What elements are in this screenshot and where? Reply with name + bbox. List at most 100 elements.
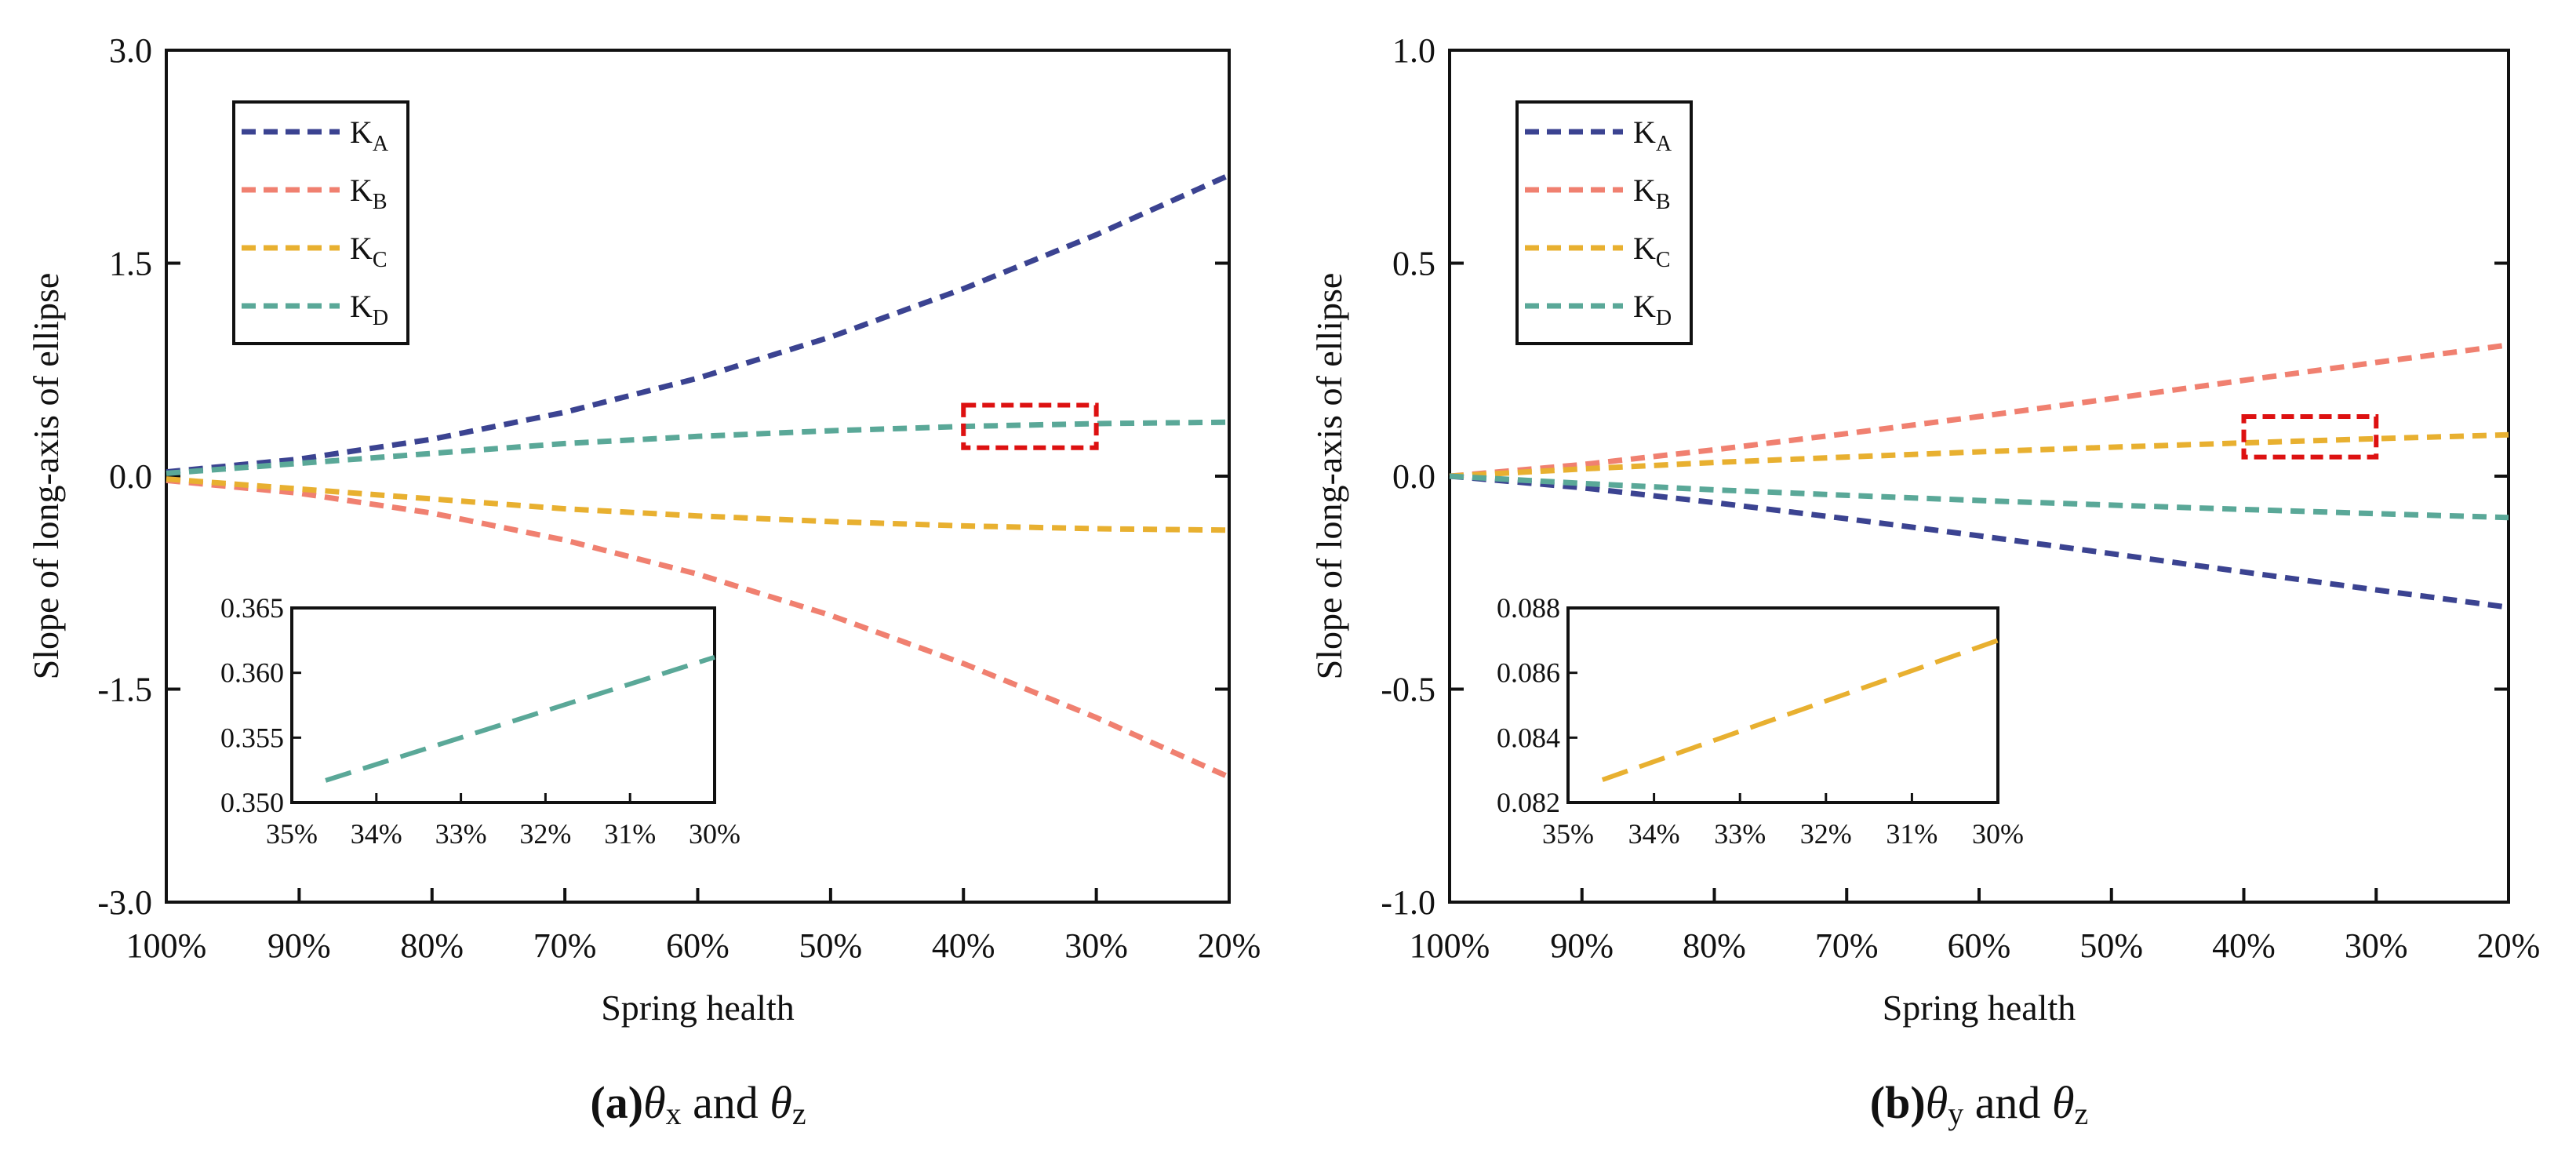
inset-x-tick-label: 31% (604, 818, 656, 850)
legend-label-sub: D (373, 306, 388, 330)
legend-label-main: K (350, 289, 373, 324)
legend-label-main: K (1633, 289, 1656, 324)
caption: (b)θy and θz (1870, 1077, 2088, 1131)
inset-x-tick-label: 35% (266, 818, 318, 850)
caption-theta2: θ (770, 1077, 792, 1128)
y-tick-label: -0.5 (1381, 671, 1435, 709)
x-tick-label: 60% (666, 926, 730, 965)
legend-label-sub: B (373, 190, 387, 214)
caption-letter: (b) (1870, 1077, 1926, 1128)
x-tick-label: 30% (1064, 926, 1128, 965)
highlight-box (2241, 413, 2379, 460)
legend-label-sub: B (1656, 190, 1671, 214)
legend-label: KC (1633, 231, 1671, 272)
caption-sub2: z (792, 1096, 806, 1131)
legend-label: KA (350, 115, 389, 156)
x-tick-label: 80% (1683, 926, 1746, 965)
legend-label-main: K (1633, 173, 1656, 208)
y-axis-title: Slope of long-axis of ellipse (26, 273, 66, 680)
legend-label-sub: A (1656, 132, 1672, 156)
legend-label: KD (1633, 289, 1672, 330)
inset-y-tick-label: 0.365 (220, 592, 284, 624)
x-tick-label: 90% (1550, 926, 1614, 965)
y-tick-label: 0.0 (109, 457, 152, 496)
series-line-k-a (166, 173, 1231, 475)
inset-y-tick-label: 0.082 (1497, 787, 1560, 818)
legend-label-sub: D (1656, 306, 1672, 330)
legend-label: KA (1633, 115, 1672, 156)
x-tick-label: 80% (400, 926, 464, 965)
legend-label-main: K (350, 231, 373, 266)
y-axis-title: Slope of long-axis of ellipse (1309, 273, 1349, 680)
legend-label-main: K (1633, 115, 1656, 150)
y-tick-label: 0.0 (1392, 457, 1435, 496)
series-line-k-c (1449, 431, 2509, 479)
inset-x-tick-label: 34% (1628, 818, 1680, 850)
series-line-k-c (166, 476, 1230, 533)
inset-x-tick-label: 31% (1886, 818, 1937, 850)
y-tick-label: 3.0 (109, 31, 152, 70)
caption: (a)θx and θz (590, 1077, 806, 1131)
inset-y-tick-label: 0.360 (220, 657, 284, 689)
inset-series-line (325, 654, 715, 783)
series-line-k-d (166, 419, 1230, 476)
caption-and: and (682, 1077, 770, 1128)
x-tick-label: 30% (2345, 926, 2408, 965)
inset-x-tick-label: 32% (519, 818, 571, 850)
caption-theta2: θ (2052, 1077, 2075, 1128)
series-line-k-a (1449, 473, 2509, 610)
caption-sub2: z (2074, 1096, 2088, 1131)
caption-sub1: y (1948, 1096, 1963, 1131)
inset-y-tick-label: 0.084 (1497, 722, 1560, 753)
series-line-k-b (166, 477, 1231, 780)
x-axis-title: Spring health (1883, 988, 2076, 1028)
y-tick-label: 1.0 (1392, 31, 1435, 70)
x-tick-label: 20% (2477, 926, 2541, 965)
panel-b-chart: 1.0 0.5 0.0 -0.5 -1.0 100% 90% 80% 70% 60% 50% 40% 3… (1309, 31, 2540, 1131)
inset-x-tick-label: 33% (1714, 818, 1766, 850)
x-tick-label: 60% (1948, 926, 2011, 965)
x-tick-label: 20% (1198, 926, 1261, 965)
legend-label-main: K (350, 173, 373, 208)
caption-theta1: θ (643, 1077, 666, 1128)
y-tick-label: -1.5 (97, 671, 152, 709)
x-tick-label: 40% (932, 926, 995, 965)
inset-frame (1566, 606, 1999, 804)
inset-x-tick-label: 32% (1800, 818, 1852, 850)
x-tick-label: 90% (267, 926, 331, 965)
x-tick-label: 40% (2212, 926, 2276, 965)
inset-y-tick-label: 0.350 (220, 787, 284, 818)
legend-label-sub: A (373, 132, 389, 156)
legend-label-sub: C (373, 248, 387, 272)
inset-frame (290, 606, 716, 804)
y-tick-label: 1.5 (109, 245, 152, 283)
inset-x-tick-label: 30% (689, 818, 740, 850)
panel-a-chart: 3.0 1.5 0.0 -1.5 -3.0 100% 90% 80% 70% 60% 50% 40% 3… (26, 31, 1261, 1131)
x-tick-label: 100% (126, 926, 207, 965)
legend-label-main: K (1633, 231, 1656, 266)
x-tick-label: 50% (2079, 926, 2143, 965)
inset-x-tick-label: 35% (1542, 818, 1594, 850)
x-tick-label: 100% (1410, 926, 1490, 965)
caption-letter: (a) (590, 1077, 643, 1128)
caption-and: and (1963, 1077, 2052, 1128)
inset-series-line (1601, 638, 1999, 782)
inset-x-tick-label: 34% (351, 818, 402, 850)
legend-label: KB (350, 173, 387, 214)
inset-x-tick-label: 33% (435, 818, 487, 850)
y-tick-label: 0.5 (1392, 245, 1435, 283)
x-tick-label: 70% (533, 926, 597, 965)
y-tick-label: -3.0 (97, 883, 152, 922)
legend-label-main: K (350, 115, 373, 150)
legend-label: KD (350, 289, 388, 330)
highlight-box (961, 402, 1099, 450)
inset-y-tick-label: 0.086 (1497, 657, 1560, 689)
inset-y-tick-label: 0.088 (1497, 592, 1560, 624)
series-line-k-d (1449, 473, 2509, 521)
x-tick-label: 50% (799, 926, 863, 965)
series-line-k-b (1449, 342, 2509, 479)
caption-theta1: θ (1926, 1077, 1948, 1128)
inset-y-tick-label: 0.355 (220, 722, 284, 753)
x-tick-label: 70% (1815, 926, 1879, 965)
